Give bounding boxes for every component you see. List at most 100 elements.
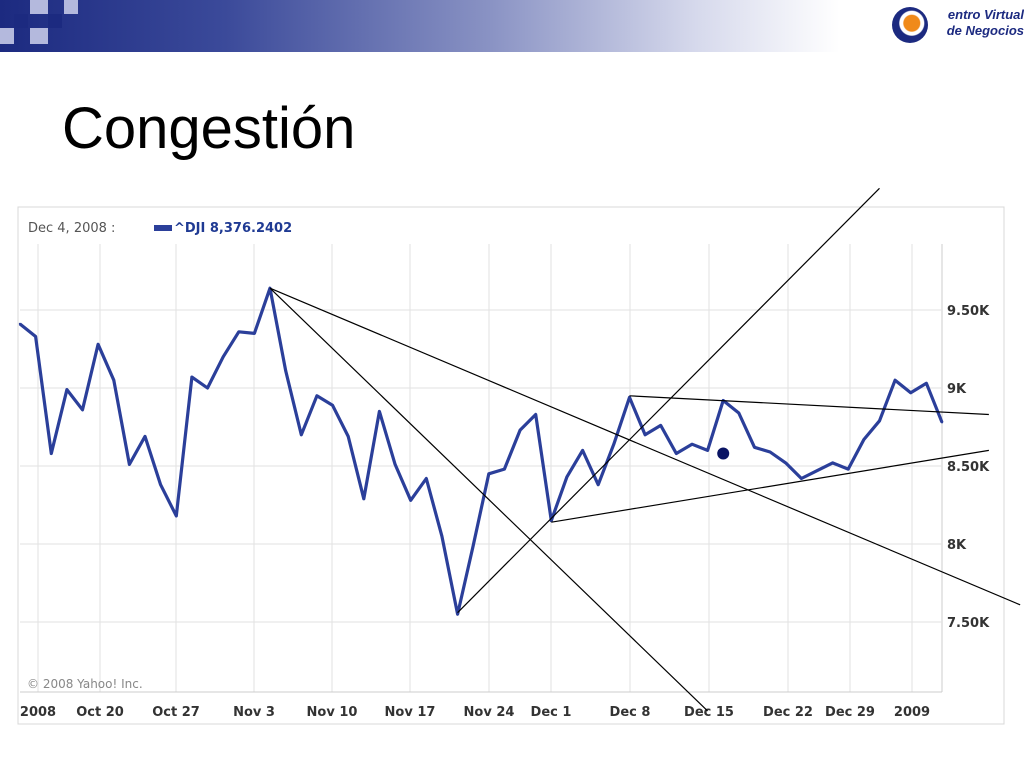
data-point (534, 413, 537, 416)
trendline (629, 395, 989, 416)
data-point (409, 499, 412, 502)
logo-line-2: de Negocios (946, 23, 1024, 38)
data-point (643, 433, 647, 436)
yahoo-credit: © 2008 Yahoo! Inc. (27, 677, 143, 691)
decorative-square-lilac (30, 28, 48, 44)
data-point (300, 433, 303, 436)
decorative-square-lilac (30, 0, 48, 14)
x-axis: 2008 Oct 20 Oct 27 Nov 3 Nov 10 Nov 17 Nov 24 D… (20, 705, 930, 720)
x-tick-label: Nov 17 (385, 705, 436, 720)
data-point (50, 452, 53, 455)
data-point (96, 343, 100, 346)
data-point (34, 335, 37, 338)
data-point (175, 514, 178, 518)
data-point (597, 483, 600, 486)
data-point (784, 461, 787, 465)
data-point (753, 446, 756, 449)
data-point (472, 544, 475, 547)
trendline (269, 287, 709, 712)
data-point (893, 379, 897, 382)
y-tick-label: 7.50K (947, 616, 990, 631)
data-point (487, 472, 490, 475)
data-point (253, 332, 256, 335)
data-point (878, 419, 881, 422)
data-point (159, 483, 162, 486)
data-point (425, 477, 428, 480)
decorative-square-dark (14, 14, 28, 28)
data-point (393, 463, 397, 466)
data-point (565, 475, 569, 479)
data-point (628, 396, 631, 399)
data-point (768, 450, 772, 454)
data-point (550, 519, 553, 522)
x-tick-label: Dec 15 (684, 705, 734, 720)
x-tick-label: Dec 22 (763, 705, 813, 720)
data-point (690, 443, 694, 446)
data-point (675, 452, 678, 455)
data-point (237, 330, 240, 333)
data-point (940, 421, 944, 424)
centro-virtual-logo: entro Virtual de Negocios (882, 2, 1024, 48)
data-point (847, 467, 850, 471)
series-layer (18, 286, 944, 616)
y-tick-label: 9.50K (947, 304, 990, 319)
data-point (737, 411, 740, 415)
data-point (581, 449, 584, 452)
data-point (81, 408, 84, 411)
data-point (284, 369, 287, 372)
data-point (909, 391, 912, 394)
legend-swatch (154, 225, 172, 231)
data-point (128, 463, 131, 466)
highlight-point[interactable] (717, 447, 730, 460)
decorative-square-dark (48, 14, 62, 28)
y-axis: 9.50K 9K 8.50K 8K 7.50K (947, 304, 990, 631)
x-tick-label: Nov 3 (233, 705, 275, 720)
header-date: Dec 4, 2008 : (28, 221, 115, 236)
data-point (315, 394, 319, 397)
logo-c-icon (892, 7, 928, 43)
data-point (206, 386, 209, 390)
x-tick-label: Nov 10 (307, 705, 358, 720)
trendlines-layer (269, 187, 1021, 712)
data-point (503, 467, 506, 471)
x-tick-label: Nov 24 (464, 705, 515, 720)
data-point (659, 424, 662, 427)
trendline (551, 449, 989, 523)
y-tick-label: 9K (947, 382, 967, 397)
data-point (143, 435, 147, 438)
series-line-dji (18, 286, 944, 616)
legend-series-label: ^DJI 8,376.2402 (174, 221, 292, 236)
x-tick-label: Oct 27 (152, 705, 200, 720)
data-point (347, 435, 350, 438)
data-point (612, 443, 615, 446)
data-point (800, 477, 803, 480)
decorative-square-lilac (0, 28, 14, 44)
y-tick-label: 8.50K (947, 460, 990, 475)
logo-line-1: entro Virtual (947, 7, 1024, 22)
data-point (925, 382, 928, 385)
data-point (518, 428, 522, 432)
decorative-square-lilac (64, 0, 78, 14)
data-point (440, 535, 444, 538)
y-tick-label: 8K (947, 538, 967, 553)
title-bar-gradient (0, 0, 1024, 52)
x-tick-label: 2008 (20, 705, 56, 720)
x-tick-label: Dec 1 (531, 705, 572, 720)
data-point (112, 379, 116, 382)
trendline (269, 287, 1021, 606)
x-tick-label: Dec 8 (610, 705, 651, 720)
data-point (706, 449, 709, 452)
data-point (18, 322, 22, 326)
data-point (862, 438, 866, 441)
logo-text: entro Virtual de Negocios (912, 7, 1024, 39)
data-point (456, 613, 459, 616)
x-tick-label: 2009 (894, 705, 930, 720)
data-point (222, 355, 225, 358)
trendline (457, 187, 880, 614)
x-tick-label: Dec 29 (825, 705, 875, 720)
data-point (331, 404, 334, 407)
data-point (190, 375, 194, 379)
data-point (831, 461, 834, 465)
data-point (362, 497, 365, 500)
